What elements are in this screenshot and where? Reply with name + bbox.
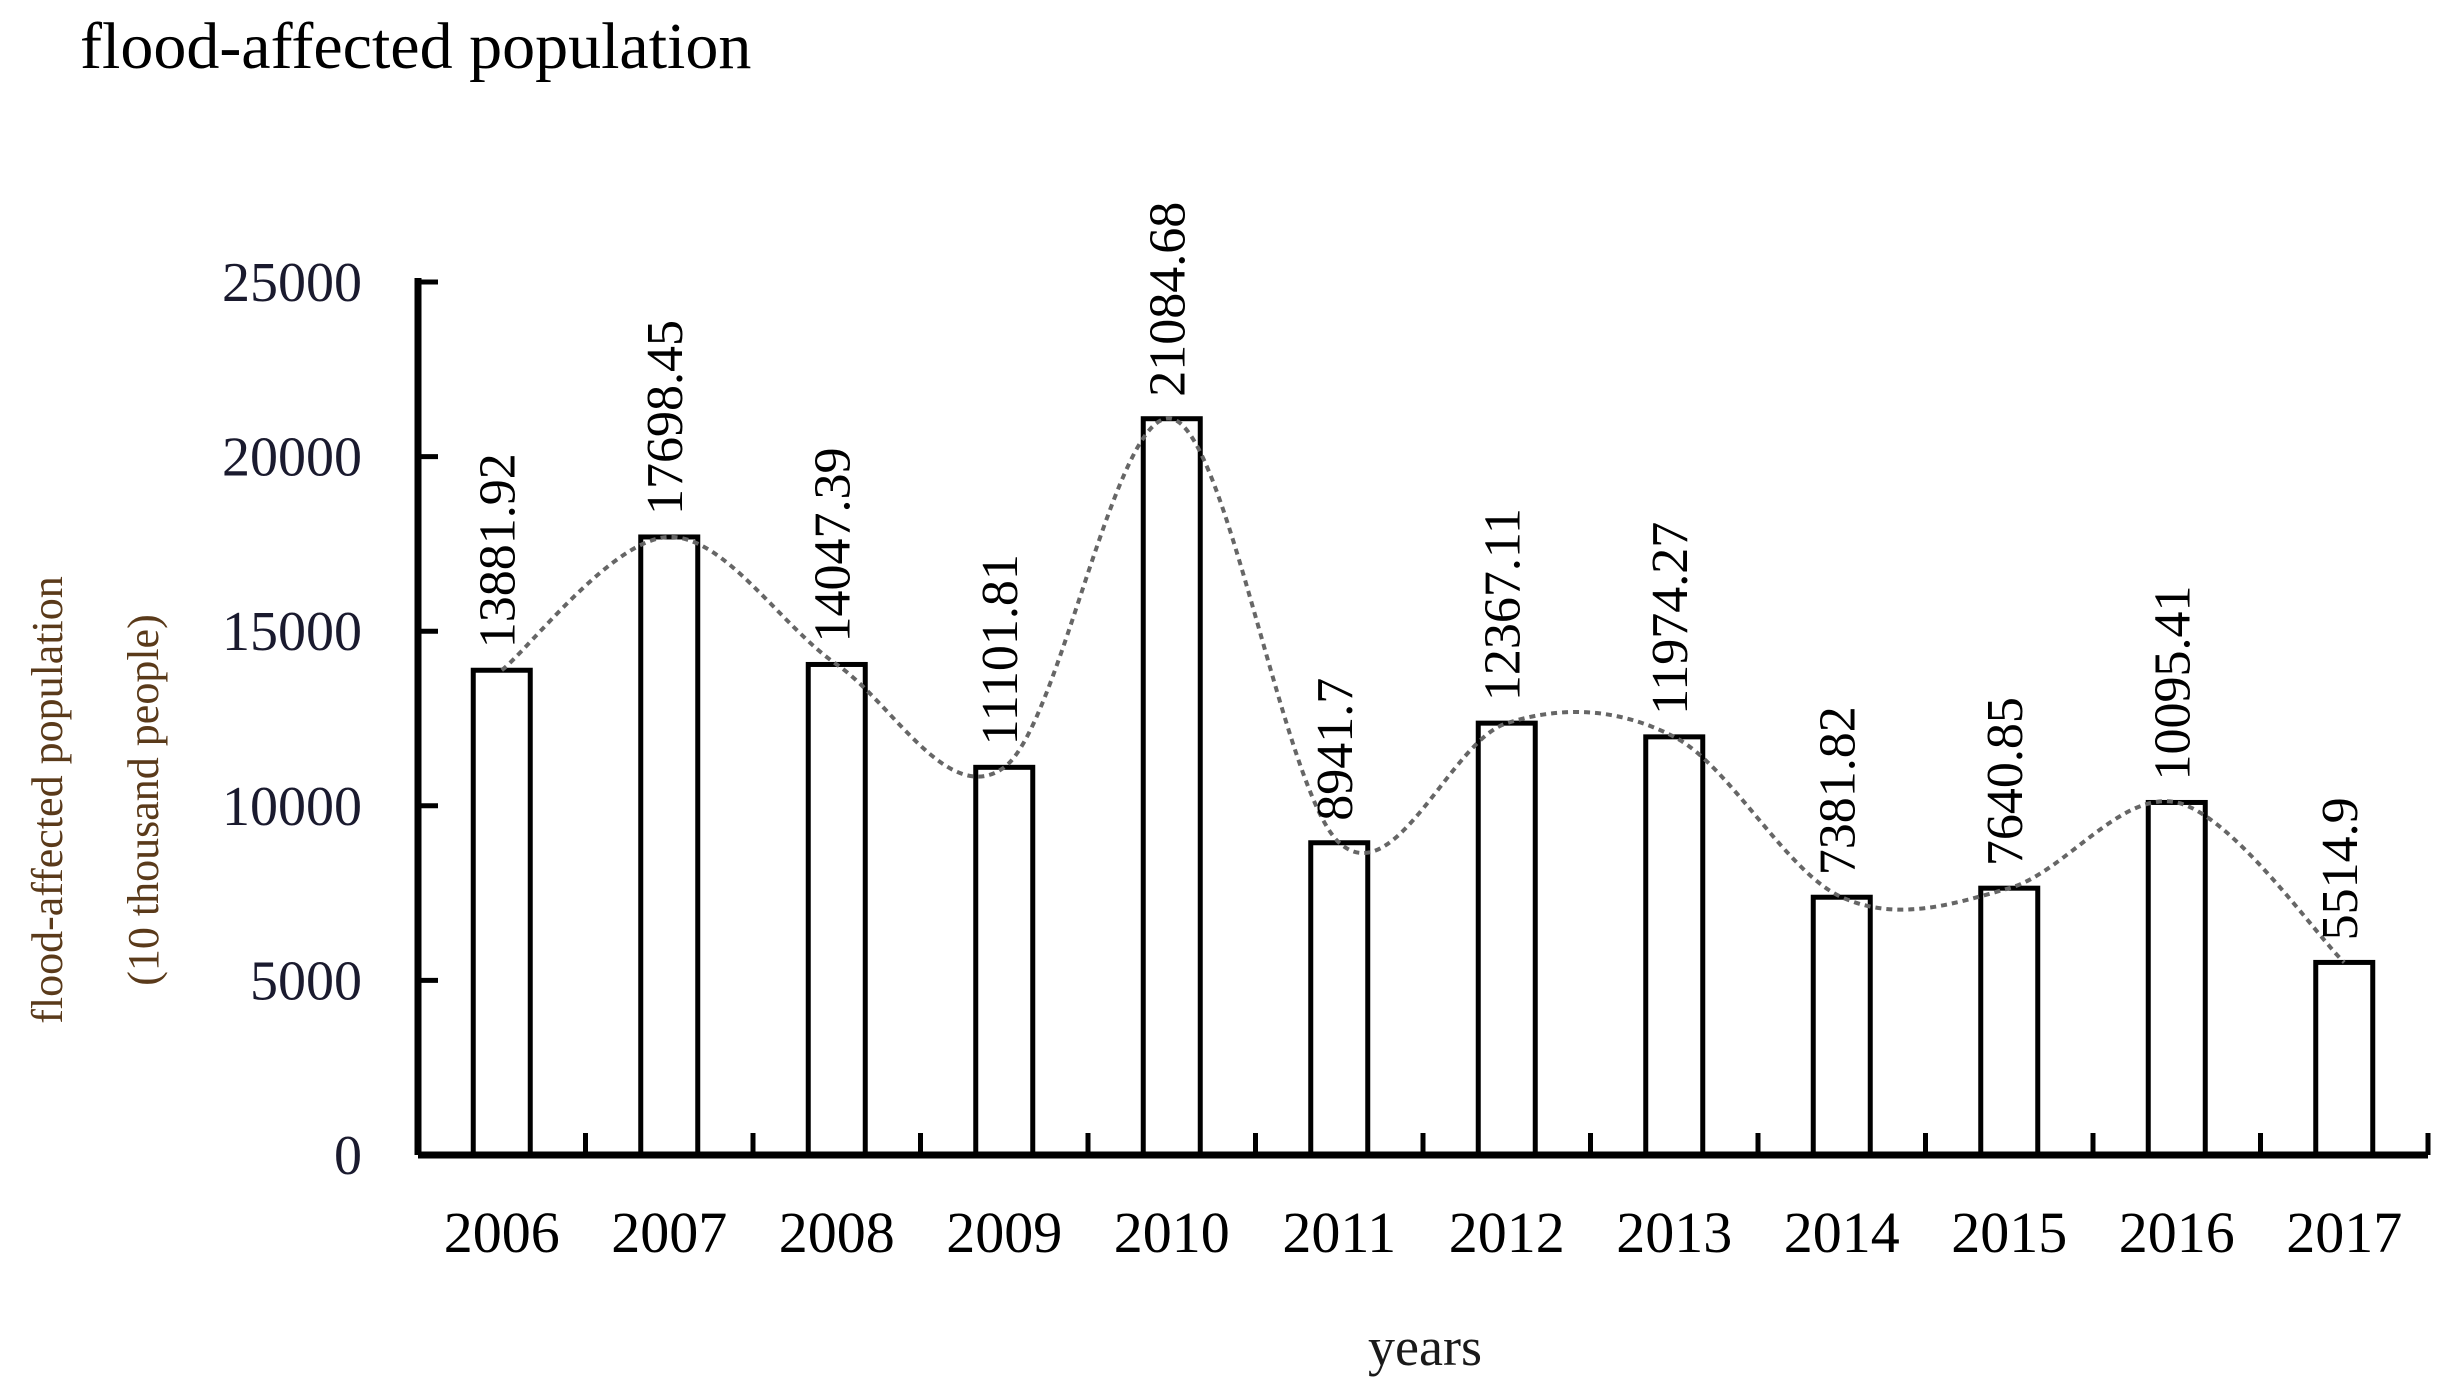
bar	[638, 534, 701, 1158]
bar	[1140, 416, 1203, 1158]
data-label: 11974.27	[1642, 522, 1699, 715]
y-axis-label-line-1: flood-affected population	[23, 576, 72, 1024]
data-label: 7640.85	[1977, 697, 2034, 866]
y-axis-label-line-2: (10 thousand people)	[119, 614, 168, 985]
y-ticks-group: 0 5000 10000 15000 20000 25000	[222, 252, 438, 1187]
data-label: 11101.81	[972, 554, 1029, 745]
data-label: 12367.11	[1475, 508, 1532, 701]
x-tick-label: 2016	[2119, 1200, 2235, 1265]
x-tick-label: 2014	[1784, 1200, 1900, 1265]
data-labels-group: 13881.92 17698.45 14047.39 11101.81 21084.68…	[470, 202, 2370, 941]
axes	[414, 278, 2428, 1159]
bar	[973, 764, 1036, 1158]
chart-title: flood-affected population	[80, 10, 751, 83]
y-tick-label: 0	[334, 1125, 362, 1187]
bar	[1810, 894, 1873, 1158]
bar	[805, 661, 868, 1158]
x-tick-label: 2012	[1449, 1200, 1565, 1265]
y-tick-label: 10000	[222, 776, 362, 838]
data-label: 5514.9	[2312, 797, 2369, 940]
x-tick-label: 2007	[611, 1200, 727, 1265]
y-tick-label: 25000	[222, 252, 362, 314]
bar	[470, 667, 533, 1158]
x-tick-label: 2011	[1282, 1200, 1396, 1265]
data-label: 17698.45	[637, 320, 694, 515]
y-tick-label: 20000	[222, 427, 362, 489]
x-tick-label: 2013	[1616, 1200, 1732, 1265]
data-label: 13881.92	[470, 453, 527, 648]
data-label: 14047.39	[805, 447, 862, 642]
x-tick-label: 2017	[2286, 1200, 2402, 1265]
x-tick-label: 2010	[1114, 1200, 1230, 1265]
bar	[1475, 720, 1538, 1158]
data-label: 10095.41	[2145, 585, 2202, 780]
x-tick-label: 2008	[779, 1200, 895, 1265]
trend-line	[500, 416, 2346, 964]
y-axis-label: flood-affected population (10 thousand p…	[23, 576, 168, 1024]
x-tick-label: 2006	[444, 1200, 560, 1265]
x-axis-label: years	[1368, 1317, 1482, 1377]
data-label: 21084.68	[1140, 202, 1197, 397]
bar	[1978, 885, 2041, 1158]
data-label: 7381.82	[1810, 706, 1867, 875]
bar	[2313, 959, 2376, 1158]
x-ticks-group: 2006 2007 2008 2009 2010 2011 2012 2013 2014 2015…	[415, 1133, 2431, 1265]
bar	[1308, 840, 1371, 1158]
bar	[1643, 734, 1706, 1158]
bar	[2145, 799, 2208, 1158]
bars-group	[470, 416, 2376, 1158]
x-tick-label: 2015	[1951, 1200, 2067, 1265]
y-tick-label: 5000	[250, 950, 362, 1012]
data-label: 8941.7	[1307, 678, 1364, 821]
y-tick-label: 15000	[222, 601, 362, 663]
x-tick-label: 2009	[946, 1200, 1062, 1265]
